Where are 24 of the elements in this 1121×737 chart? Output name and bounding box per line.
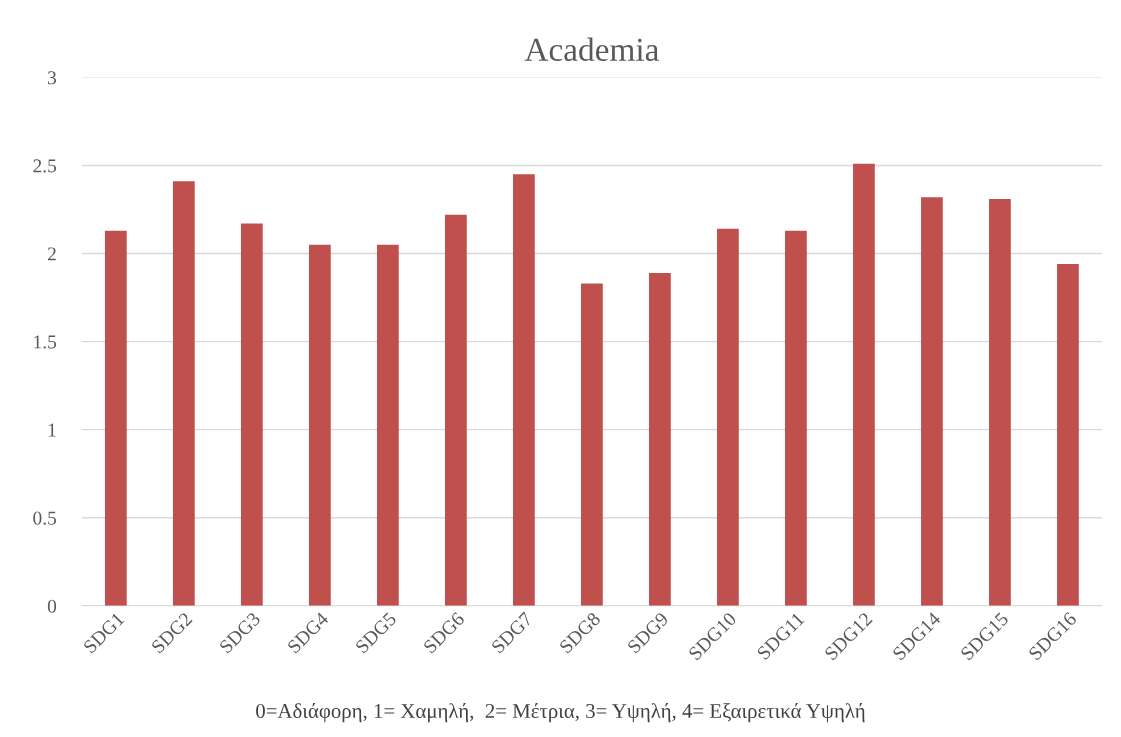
y-tick-label: 2.5 xyxy=(33,159,57,173)
y-tick-label: 3 xyxy=(48,71,57,85)
bar xyxy=(853,163,875,606)
bar xyxy=(649,272,671,606)
bar xyxy=(172,181,195,606)
y-tick-label: 1 xyxy=(48,423,56,437)
bar xyxy=(921,197,943,606)
y-tick-label: 0 xyxy=(47,599,57,613)
bar xyxy=(308,244,331,606)
text: 0=Αδιάφορη, 1= Χαμηλή, 2= Μέτρια, 3= Υψηλή, 4= Εξαιρετικά Υψηλή xyxy=(256,703,865,723)
bar xyxy=(717,228,739,606)
y-tick-label: 2 xyxy=(47,247,56,261)
bar xyxy=(1057,264,1079,606)
y-tick-label: 0.5 xyxy=(33,511,57,525)
bar xyxy=(989,198,1011,606)
bar xyxy=(376,244,399,606)
bar xyxy=(104,230,127,606)
bar xyxy=(513,174,535,606)
bar xyxy=(240,223,263,606)
bar xyxy=(581,283,603,606)
y-tick-label: 1.5 xyxy=(34,335,57,349)
chart-title: Academia xyxy=(524,37,659,62)
bar xyxy=(444,214,467,606)
bar xyxy=(785,230,807,606)
